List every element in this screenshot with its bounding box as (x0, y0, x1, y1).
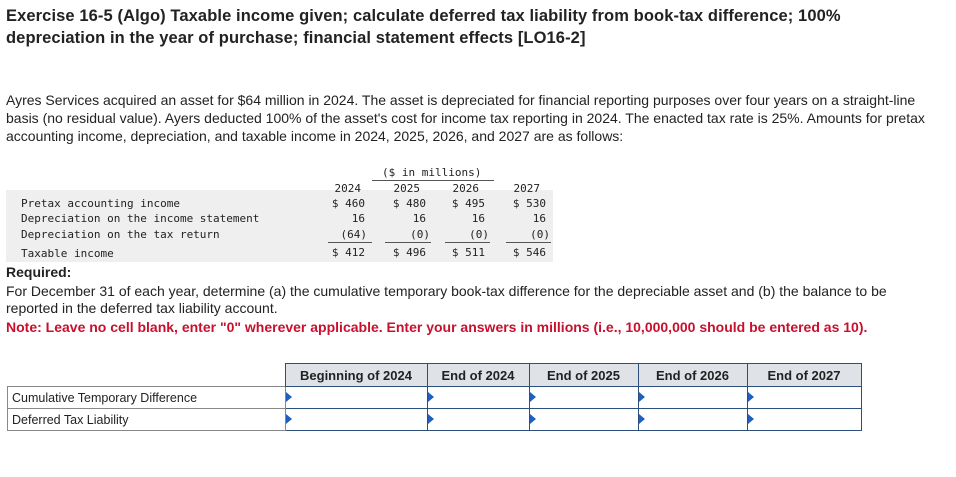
entry-note: Note: Leave no cell blank, enter "0" whe… (6, 319, 868, 335)
cumulative-difference-end-2027-input[interactable] (747, 387, 861, 408)
answer-cell (746, 386, 862, 409)
deferred-tax-liability-end-2026-input[interactable] (638, 409, 747, 430)
required-instructions: For December 31 of each year, determine … (6, 283, 887, 316)
row-label-taxable-income: Taxable income (21, 247, 114, 260)
answer-cell (746, 408, 862, 431)
table-cell: $ 480 (392, 197, 426, 210)
year-header-2024: 2024 (334, 182, 362, 195)
table-cell: (0) (530, 228, 550, 241)
column-header-beginning-2024: Beginning of 2024 (284, 363, 428, 387)
input-marker-icon (747, 392, 754, 402)
answer-cell (426, 408, 530, 431)
deferred-tax-liability-end-2024-input[interactable] (427, 409, 529, 430)
input-marker-icon (529, 392, 536, 402)
table-cell: $ 412 (331, 246, 365, 259)
column-header-end-2025: End of 2025 (528, 363, 639, 387)
input-marker-icon (427, 414, 434, 424)
deferred-tax-liability-beginning-2024-input[interactable] (285, 409, 427, 430)
year-header-2026: 2026 (452, 182, 480, 195)
cumulative-difference-beginning-2024-input[interactable] (285, 387, 427, 408)
required-heading: Required: (6, 264, 72, 280)
subtotal-rule (385, 242, 431, 243)
input-marker-icon (285, 414, 292, 424)
table-cell: $ 511 (451, 246, 485, 259)
year-header-2025: 2025 (393, 182, 421, 195)
column-header-end-2024: End of 2024 (426, 363, 530, 387)
input-marker-icon (285, 392, 292, 402)
row-label-book-depreciation: Depreciation on the income statement (21, 212, 260, 225)
answer-cell (284, 408, 428, 431)
deferred-tax-liability-end-2027-input[interactable] (747, 409, 861, 430)
input-marker-icon (747, 414, 754, 424)
table-cell: (64) (340, 228, 368, 241)
year-header-2027: 2027 (513, 182, 541, 195)
subtotal-rule (506, 242, 551, 243)
table-cell: $ 530 (512, 197, 546, 210)
unit-header-rule (372, 180, 494, 181)
table-cell: 16 (412, 212, 426, 225)
table-cell: (0) (469, 228, 489, 241)
input-marker-icon (529, 414, 536, 424)
table-cell: $ 460 (331, 197, 365, 210)
answer-cell (426, 386, 530, 409)
schedule-band (6, 190, 553, 262)
answer-table: Beginning of 2024 End of 2024 End of 202… (7, 363, 862, 431)
table-cell: $ 495 (451, 197, 485, 210)
schedule-unit-header: ($ in millions) (382, 166, 482, 179)
subtotal-rule (328, 242, 372, 243)
table-cell: (0) (410, 228, 430, 241)
input-marker-icon (427, 392, 434, 402)
table-cell: $ 496 (392, 246, 426, 259)
table-cell: 16 (532, 212, 546, 225)
subtotal-rule (445, 242, 490, 243)
row-label-deferred-tax-liability: Deferred Tax Liability (7, 408, 286, 431)
table-cell: 16 (471, 212, 485, 225)
row-label-tax-depreciation: Depreciation on the tax return (21, 228, 220, 241)
answer-cell (528, 408, 639, 431)
input-marker-icon (638, 392, 645, 402)
cumulative-difference-end-2025-input[interactable] (529, 387, 638, 408)
deferred-tax-liability-end-2025-input[interactable] (529, 409, 638, 430)
answer-cell (637, 386, 748, 409)
answer-cell (637, 408, 748, 431)
answer-cell (284, 386, 428, 409)
answer-cell (528, 386, 639, 409)
input-marker-icon (638, 414, 645, 424)
table-cell: 16 (351, 212, 365, 225)
row-label-cumulative-difference: Cumulative Temporary Difference (7, 386, 286, 409)
table-cell: $ 546 (512, 246, 546, 259)
column-header-end-2027: End of 2027 (746, 363, 862, 387)
column-header-end-2026: End of 2026 (637, 363, 748, 387)
cumulative-difference-end-2024-input[interactable] (427, 387, 529, 408)
row-label-pretax-income: Pretax accounting income (21, 197, 180, 210)
cumulative-difference-end-2026-input[interactable] (638, 387, 747, 408)
problem-description: Ayres Services acquired an asset for $64… (6, 92, 925, 144)
exercise-title: Exercise 16-5 (Algo) Taxable income give… (6, 7, 841, 47)
